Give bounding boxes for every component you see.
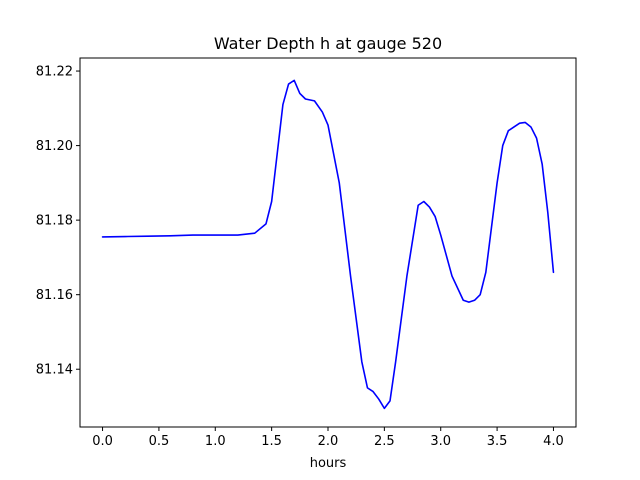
y-axis: 81.14 81.16 81.18 81.20 81.22 [36, 65, 80, 378]
chart-title: Water Depth h at gauge 520 [214, 34, 442, 53]
x-tick-label: 3.0 [430, 434, 451, 449]
x-tick-label: 1.5 [261, 434, 282, 449]
x-tick-label: 3.5 [487, 434, 508, 449]
y-tick-label: 81.18 [36, 214, 73, 229]
x-tick-label: 2.0 [318, 434, 339, 449]
x-tick-label: 0.5 [149, 434, 170, 449]
series-line-1 [101, 79, 555, 410]
x-tick-label: 2.5 [374, 434, 395, 449]
y-tick-label: 81.14 [36, 363, 73, 378]
x-tick-label: 1.0 [205, 434, 226, 449]
y-tick-label: 81.16 [36, 288, 73, 303]
x-axis: 0.0 0.5 1.0 1.5 2.0 2.5 3.0 3.5 4.0 [92, 427, 564, 449]
x-axis-label: hours [310, 456, 347, 471]
y-tick-label: 81.22 [36, 65, 73, 80]
x-tick-label: 4.0 [543, 434, 564, 449]
x-tick-label: 0.0 [92, 434, 113, 449]
plot-area [101, 79, 555, 410]
plot-frame [79, 57, 577, 428]
y-tick-label: 81.20 [36, 139, 73, 154]
